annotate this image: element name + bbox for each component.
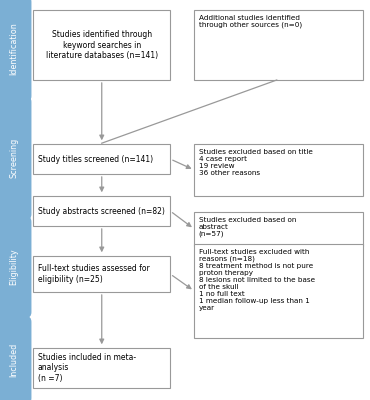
- Text: Study titles screened (n=141): Study titles screened (n=141): [38, 154, 153, 164]
- Text: Additional studies identified
through other sources (n=0): Additional studies identified through ot…: [199, 15, 302, 28]
- Text: Full-text studies excluded with
reasons (n=18)
8 treatment method is not pure
pr: Full-text studies excluded with reasons …: [199, 249, 315, 311]
- Text: Full-text studies assessed for
eligibility (n=25): Full-text studies assessed for eligibili…: [38, 264, 149, 284]
- Text: Studies excluded based on title
4 case report
19 review
36 other reasons: Studies excluded based on title 4 case r…: [199, 149, 313, 176]
- Text: Identification: Identification: [9, 23, 18, 75]
- FancyBboxPatch shape: [0, 0, 31, 102]
- FancyBboxPatch shape: [33, 256, 170, 292]
- Text: Studies identified through
keyword searches in
literature databases (n=141): Studies identified through keyword searc…: [46, 30, 158, 60]
- FancyBboxPatch shape: [33, 196, 170, 226]
- FancyBboxPatch shape: [0, 316, 31, 400]
- Text: Studies included in meta-
analysis
(n =7): Studies included in meta- analysis (n =7…: [38, 353, 136, 383]
- FancyBboxPatch shape: [194, 244, 363, 338]
- FancyBboxPatch shape: [33, 10, 170, 80]
- FancyBboxPatch shape: [33, 348, 170, 388]
- Text: Screening: Screening: [9, 138, 18, 178]
- FancyBboxPatch shape: [0, 216, 31, 318]
- Text: Study abstracts screened (n=82): Study abstracts screened (n=82): [38, 206, 165, 216]
- FancyBboxPatch shape: [194, 10, 363, 80]
- FancyBboxPatch shape: [0, 96, 31, 220]
- FancyBboxPatch shape: [194, 144, 363, 196]
- FancyBboxPatch shape: [194, 212, 363, 246]
- Text: Eligibility: Eligibility: [9, 249, 18, 285]
- Text: Studies excluded based on
abstract
(n=57): Studies excluded based on abstract (n=57…: [199, 217, 296, 237]
- FancyBboxPatch shape: [33, 144, 170, 174]
- Text: Included: Included: [9, 343, 18, 377]
